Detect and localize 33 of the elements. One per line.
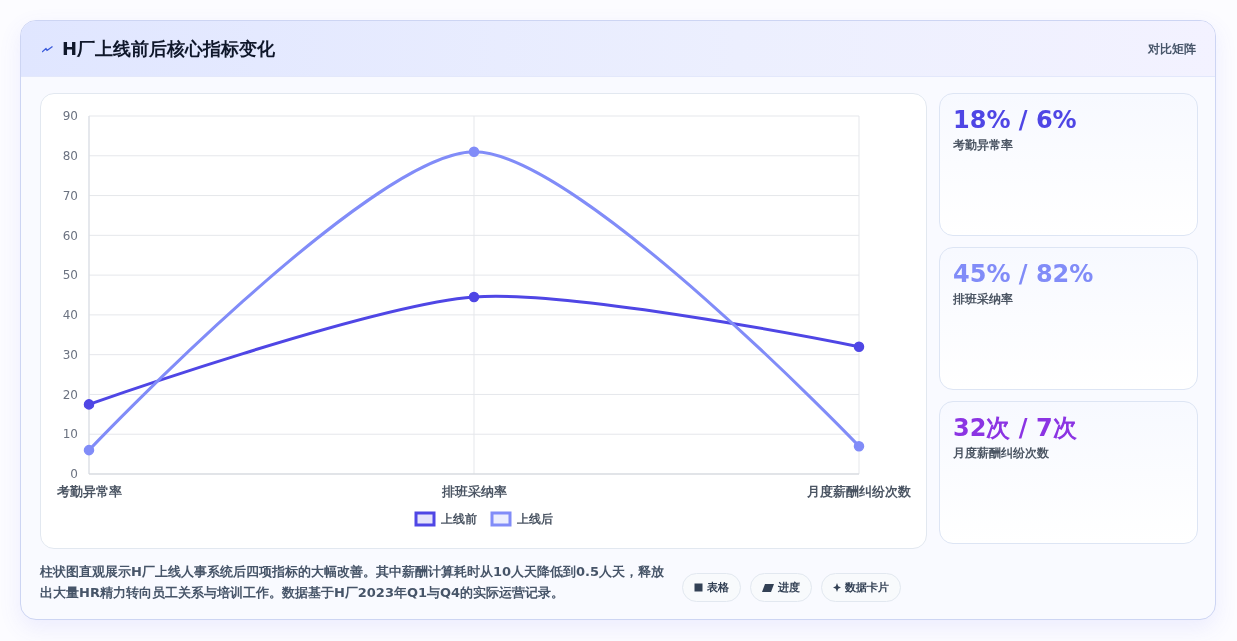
text: 18% / 6% [953, 105, 1078, 135]
point [83, 399, 95, 410]
text: 考勤异常率 [953, 137, 1014, 154]
text: 月度薪酬纠纷次数 [953, 445, 1050, 462]
text: 32次 / 7次 [953, 413, 1078, 443]
chart-title: H厂上线前后核心指标变化 [62, 37, 276, 61]
point [468, 291, 480, 303]
x-tick-label: 排班采纳率 [440, 484, 507, 499]
point [468, 146, 480, 158]
y-tick-label: 50 [62, 268, 78, 283]
x-tick-label: 考勤异常率 [55, 484, 122, 499]
text: 45% / 82% [953, 259, 1095, 289]
text: 排班采纳率 [953, 291, 1014, 308]
y-tick-label: 10 [62, 427, 78, 442]
text: 柱状图直观展示H厂上线人事系统后四项指标的大幅改善。其中薪酬计算耗时从10人天降低到0.5人天，释放出大量HR精力转向员工关系与培训工作。数据基于H厂2023年Q1与Q4的实际运营记录。 [40, 563, 665, 602]
y-tick-label: 80 [62, 148, 78, 163]
legend-label: 上线前 [439, 512, 477, 527]
y-tick-label: 40 [62, 308, 78, 323]
y-tick-label: 0 [70, 467, 78, 482]
y-tick-label: 90 [62, 109, 78, 124]
y-tick-label: 30 [62, 347, 78, 362]
view-button: 表格 [682, 573, 741, 602]
point [853, 440, 865, 452]
point [853, 341, 865, 352]
legend-label: 上线后 [515, 512, 553, 527]
view-button: 数据卡片 [821, 573, 901, 602]
text: 对比矩阵 [1148, 41, 1196, 58]
y-tick-label: 20 [62, 387, 78, 402]
y-tick-label: 70 [62, 188, 78, 203]
y-tick-label: 60 [62, 228, 78, 243]
x-tick-label: 月度薪酬纠纷次数 [806, 484, 912, 499]
point [83, 444, 95, 456]
view-button: 进度 [750, 573, 812, 602]
